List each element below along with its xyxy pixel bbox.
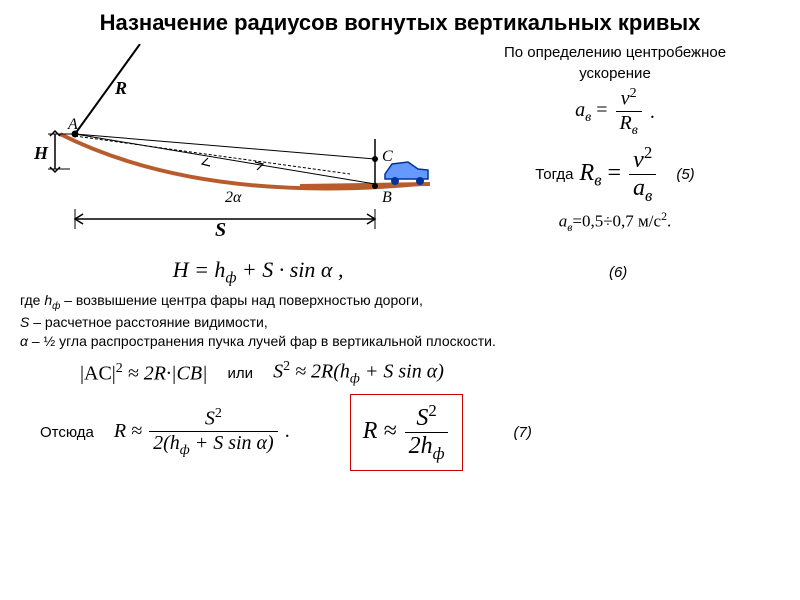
definitions: где hф – возвышение центра фары над пове… — [20, 291, 780, 351]
label-H: H — [33, 143, 49, 163]
label-2alpha: 2α — [225, 189, 242, 206]
eq-num-7: (7) — [513, 424, 531, 441]
boxed-result: R ≈ S2 2hф — [350, 394, 464, 471]
page-title: Назначение радиусов вогнутых вертикальны… — [20, 10, 780, 36]
intermediate-eqs: |AC|2 ≈ 2R·|CB| или S2 ≈ 2R(hф + S sin α… — [20, 359, 780, 388]
final-eqs: Отсюда R ≈ S2 2(hф + S sin α) . R ≈ S2 2… — [20, 394, 780, 471]
top-row: R A H 2α C B — [20, 44, 780, 249]
eq-5-line: Тогда Rв = v2 aв (5) — [450, 143, 780, 206]
right-column: По определению центробежное ускорение aв… — [440, 44, 780, 236]
av-value: aв=0,5÷0,7 м/с2. — [450, 209, 780, 235]
label-A: A — [67, 116, 78, 133]
eq-4: aв = v2 Rв . — [450, 86, 780, 139]
eq-num-5: (5) — [676, 166, 694, 183]
centrifugal-text-2: ускорение — [450, 65, 780, 82]
label-R: R — [114, 78, 127, 98]
diagram: R A H 2α C B — [20, 44, 440, 249]
car-icon — [385, 162, 428, 185]
eq-num-6: (6) — [609, 264, 627, 281]
eq-6: H = hф + S · sin α , (6) — [20, 257, 780, 287]
centrifugal-text-1: По определению центробежное — [450, 44, 780, 61]
label-S: S — [215, 219, 226, 241]
label-B: B — [382, 189, 392, 206]
label-C: C — [382, 148, 393, 165]
